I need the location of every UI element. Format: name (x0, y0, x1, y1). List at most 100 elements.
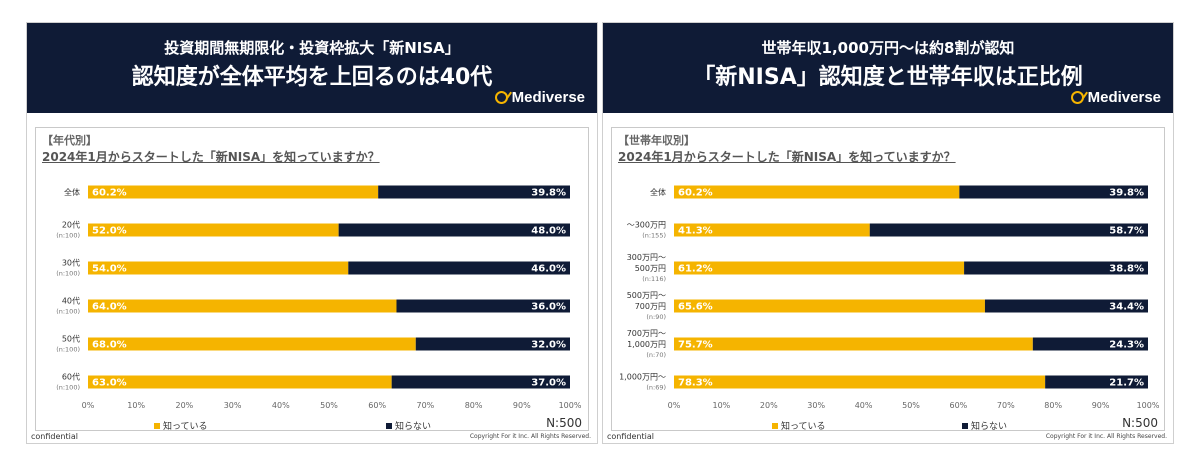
data-label: 58.7% (1109, 226, 1144, 237)
category-sample-label: (n:69) (646, 384, 666, 392)
section-label: 【世帯年収別】 (618, 134, 695, 147)
slide-age: 投資期間無期限化・投資枠拡大「新NISA」 認知度が全体平均を上回るのは40代 … (26, 22, 598, 444)
x-tick-label: 90% (513, 401, 531, 410)
bar-segment (674, 261, 965, 275)
data-label: 65.6% (678, 302, 713, 313)
category-label: 500万円 (635, 264, 666, 273)
x-tick-label: 10% (713, 401, 731, 410)
data-label: 60.2% (92, 188, 127, 199)
chart-panel: 【世帯年収別】 2024年1月からスタートした「新NISA」を知っていますか？ … (611, 127, 1165, 432)
x-tick-label: 70% (997, 401, 1015, 410)
bar-segment (984, 299, 1148, 313)
data-label: 46.0% (531, 264, 566, 275)
data-label: 64.0% (92, 302, 127, 313)
category-label: 20代 (62, 220, 80, 230)
x-tick-label: 60% (950, 401, 968, 410)
slide-income: 世帯年収1,000万円～は約8割が認知 「新NISA」認知度と世帯年収は正比例 … (602, 22, 1174, 444)
data-label: 60.2% (678, 188, 713, 199)
x-tick-label: 40% (855, 401, 873, 410)
category-label: 1,000万円～ (619, 373, 666, 382)
legend-known: 知っている (154, 419, 208, 432)
data-label: 37.0% (531, 378, 566, 389)
section-label: 【年代別】 (42, 134, 97, 147)
category-label: 700万円～ (627, 329, 666, 338)
data-label: 48.0% (531, 226, 566, 237)
legend-swatch-unknown (386, 423, 392, 429)
category-label: ～300万円 (627, 221, 666, 230)
bar-segment (674, 185, 960, 199)
banner-subtitle: 世帯年収1,000万円～は約8割が認知 (761, 39, 1015, 57)
bar-segment (869, 223, 1148, 237)
stacked-bar-chart: 60.2% 39.8% 全体 52.0% 48.0% 20代 (n:100) 54.0% 46.… (56, 185, 582, 410)
sample-size: N:500 (546, 416, 582, 430)
x-tick-label: 50% (320, 401, 338, 410)
mediverse-logo-icon (1070, 91, 1084, 104)
category-sample-label: (n:100) (56, 270, 80, 278)
category-sample-label: (n:100) (56, 384, 80, 392)
bar-segment (1045, 375, 1148, 389)
stacked-bar-chart: 60.2% 39.8% 全体 41.3% 58.7% ～300万円 (n:155) 61.2%… (619, 185, 1160, 410)
survey-question: 2024年1月からスタートした「新NISA」を知っていますか？ (42, 150, 380, 164)
data-label: 54.0% (92, 264, 127, 275)
category-label: 1,000万円 (627, 340, 666, 349)
category-label: 全体 (650, 187, 666, 197)
category-sample-label: (n:155) (642, 232, 666, 240)
data-label: 39.8% (1109, 188, 1144, 199)
x-tick-label: 50% (902, 401, 920, 410)
data-label: 34.4% (1109, 302, 1144, 313)
category-sample-label: (n:100) (56, 232, 80, 240)
x-tick-label: 80% (1044, 401, 1062, 410)
brand-name: Mediverse (511, 89, 585, 106)
legend-label-known: 知っている (781, 422, 826, 432)
banner-subtitle: 投資期間無期限化・投資枠拡大「新NISA」 (164, 39, 460, 57)
title-banner: 投資期間無期限化・投資枠拡大「新NISA」 認知度が全体平均を上回るのは40代 … (27, 23, 597, 113)
x-tick-label: 100% (1137, 401, 1160, 410)
x-tick-label: 30% (807, 401, 825, 410)
data-label: 41.3% (678, 226, 713, 237)
data-label: 78.3% (678, 378, 713, 389)
bar-segment (88, 185, 379, 199)
category-label: 700万円 (635, 302, 666, 311)
bar-segment (88, 375, 392, 389)
legend-swatch-known (772, 423, 778, 429)
bar-segment (964, 261, 1148, 275)
data-label: 68.0% (92, 340, 127, 351)
bar-segment (674, 299, 985, 313)
x-tick-label: 90% (1092, 401, 1110, 410)
brand-logo: Mediverse (1070, 89, 1161, 106)
category-label: 500万円～ (627, 291, 666, 300)
sample-size: N:500 (1122, 416, 1158, 430)
banner-title: 認知度が全体平均を上回るのは40代 (131, 65, 493, 90)
data-label: 61.2% (678, 264, 713, 275)
category-sample-label: (n:90) (646, 313, 666, 321)
data-label: 38.8% (1109, 264, 1144, 275)
x-tick-label: 70% (417, 401, 435, 410)
chart-panel: 【年代別】 2024年1月からスタートした「新NISA」を知っていますか？ 60… (35, 127, 589, 432)
brand-name: Mediverse (1087, 89, 1161, 106)
category-label: 全体 (64, 187, 80, 197)
category-label: 40代 (62, 296, 80, 306)
bar-segment (88, 299, 397, 313)
category-label: 60代 (62, 372, 80, 382)
bar-segment (88, 337, 416, 351)
bar-segment (959, 185, 1148, 199)
data-label: 21.7% (1109, 378, 1144, 389)
title-banner: 世帯年収1,000万円～は約8割が認知 「新NISA」認知度と世帯年収は正比例 … (603, 23, 1173, 113)
category-sample-label: (n:100) (56, 308, 80, 316)
legend-unknown: 知らない (386, 419, 431, 432)
mediverse-logo-icon (494, 91, 508, 104)
x-tick-label: 80% (465, 401, 483, 410)
bar-segment (415, 337, 570, 351)
x-tick-label: 40% (272, 401, 290, 410)
legend-label-known: 知っている (163, 422, 208, 432)
data-label: 36.0% (531, 302, 566, 313)
legend-label-unknown: 知らない (971, 422, 1008, 432)
category-sample-label: (n:100) (56, 346, 80, 354)
legend-unknown: 知らない (962, 419, 1007, 432)
legend-swatch-unknown (962, 423, 968, 429)
category-label: 50代 (62, 334, 80, 344)
data-label: 63.0% (92, 378, 127, 389)
bar-segment (338, 223, 570, 237)
confidential-label: confidential (607, 432, 654, 441)
x-tick-label: 0% (668, 401, 681, 410)
